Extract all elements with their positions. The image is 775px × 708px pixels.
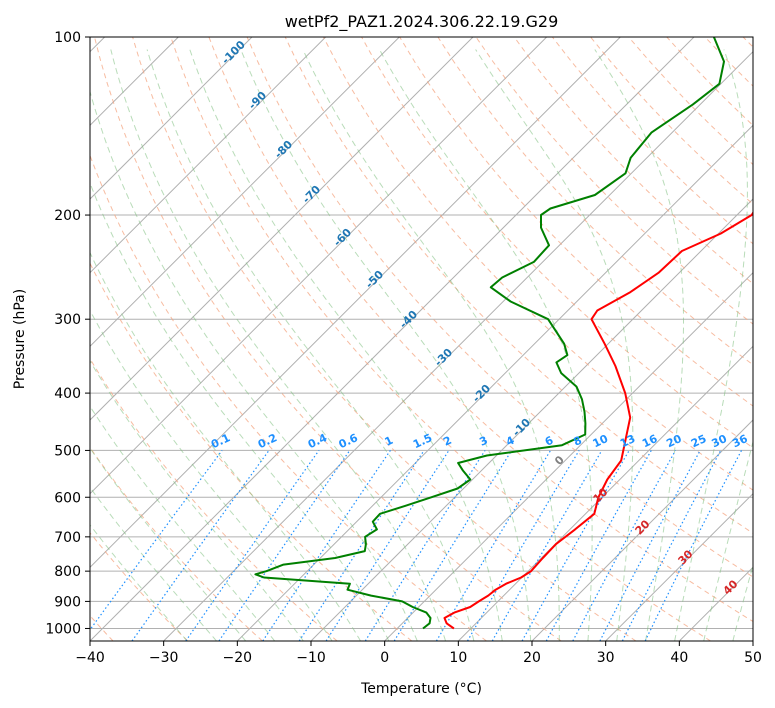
moist-adiabat-line	[90, 359, 304, 641]
x-axis-ticks: −40 −30 −20 −10 0 10 20 30 40 50	[75, 641, 762, 666]
mixing-ratio-line	[572, 450, 677, 641]
mixing-ratio-label: 16	[640, 432, 660, 450]
plot-area: 0.1 0.2 0.4 0.6 1 1.5 2 3 4 6 8 10 13 16 20 25 30 36-100-…	[90, 37, 753, 641]
skewed-isotherms	[90, 37, 753, 641]
y-tick-label: 600	[54, 490, 81, 506]
isotherm-line	[163, 50, 753, 641]
moist-adiabat-line	[475, 49, 634, 641]
isotherm-line	[90, 37, 474, 421]
y-tick-label: 900	[54, 594, 81, 610]
y-tick-label: 300	[54, 312, 81, 328]
y-tick-label: 500	[54, 443, 81, 459]
moist-adiabat-line	[594, 49, 684, 641]
mixing-ratio-line	[90, 450, 223, 631]
moist-adiabat-line	[146, 49, 475, 641]
mixing-ratio-line	[545, 450, 652, 641]
x-axis-label: Temperature (°C)	[360, 681, 482, 697]
isotherm-line	[90, 37, 327, 274]
mixing-ratio-line	[185, 450, 320, 641]
x-tick-label: 50	[744, 650, 762, 666]
dry-adiabat-line	[246, 37, 753, 578]
isotherm-line	[90, 37, 548, 495]
dry-adiabat-line	[399, 37, 753, 407]
dry-adiabat-line	[132, 37, 637, 641]
mixing-ratio-line	[325, 450, 450, 641]
x-tick-label: 10	[449, 650, 467, 666]
moist-adiabat-line	[90, 447, 247, 641]
dry-adiabat-line	[208, 37, 753, 623]
dry-adiabat-line	[90, 446, 263, 641]
isobar-gridlines	[90, 37, 753, 629]
x-tick-label: −30	[149, 650, 179, 666]
dry-adiabat-line	[90, 154, 487, 641]
mixing-ratio-label: 30	[710, 432, 730, 450]
mixing-ratio-label: 20	[664, 432, 684, 450]
y-tick-label: 1000	[45, 621, 81, 637]
x-tick-label: −40	[75, 650, 105, 666]
moist-adiabat-line	[674, 49, 748, 641]
moist-adiabat-line	[90, 251, 362, 641]
moist-adiabat-line	[90, 89, 418, 641]
moist-adiabat-line	[90, 486, 217, 641]
dry-adiabat-line	[513, 37, 753, 285]
x-tick-label: 30	[597, 650, 615, 666]
mixing-ratio-line	[218, 450, 351, 641]
y-tick-label: 400	[54, 386, 81, 402]
x-tick-label: −20	[223, 650, 253, 666]
moist-adiabat-line	[703, 439, 753, 641]
dry-adiabat-line	[437, 37, 753, 366]
mixing-ratio-label: 10	[591, 432, 611, 450]
mixing-ratio-label: 13	[618, 432, 637, 450]
mixing-ratio-line	[393, 450, 513, 641]
y-tick-label: 700	[54, 530, 81, 546]
mixing-ratio-label: 25	[689, 432, 708, 450]
x-tick-label: 40	[670, 650, 688, 666]
temperature-profile-line	[443, 210, 753, 630]
x-tick-label: −10	[296, 650, 326, 666]
dewpoint-profile-line	[254, 37, 725, 630]
y-tick-label: 200	[54, 208, 81, 224]
mixing-ratio-line	[521, 450, 630, 641]
mixing-ratio-line	[298, 450, 425, 641]
isotherm-line	[90, 37, 400, 348]
moist-adiabat-line	[90, 309, 333, 641]
mixing-ratio-line	[262, 450, 391, 641]
dry-adiabat-line	[170, 37, 711, 641]
dry-adiabat-line	[94, 37, 562, 641]
y-axis-ticks: 100 200 300 400 500 600 700 800 900 1000	[45, 30, 90, 637]
plot-frame	[89, 36, 754, 642]
isotherm-line	[531, 419, 753, 641]
mixing-ratio-line	[621, 450, 722, 641]
moist-adiabat-line	[379, 49, 593, 641]
y-tick-label: 800	[54, 564, 81, 580]
moist-adiabat-line	[189, 49, 503, 641]
isotherm-line	[236, 124, 753, 641]
x-tick-label: 20	[523, 650, 541, 666]
mixing-ratio-line	[644, 450, 743, 641]
mixing-ratio-label: 36	[730, 432, 750, 450]
moist-adiabats	[90, 49, 753, 641]
moist-adiabat-line	[90, 524, 188, 641]
mixing-ratio-lines	[90, 450, 743, 641]
isotherm-line	[605, 492, 753, 641]
y-tick-label: 100	[54, 30, 81, 46]
moist-adiabat-line	[90, 405, 276, 641]
isotherm-line	[90, 37, 621, 569]
isotherm-line	[457, 345, 753, 641]
chart-title: wetPf2_PAZ1.2024.306.22.19.G29	[285, 12, 559, 32]
mixing-ratio-line	[131, 450, 270, 641]
y-axis-label: Pressure (hPa)	[12, 289, 28, 389]
profile-series	[254, 37, 753, 630]
x-tick-label: 0	[380, 650, 389, 666]
moist-adiabat-line	[302, 49, 560, 641]
dry-adiabat-line	[284, 37, 753, 534]
isotherm-line	[384, 271, 753, 641]
dry-adiabat-line	[90, 357, 338, 641]
isotherm-line	[90, 37, 253, 200]
moist-adiabat-line	[240, 49, 532, 641]
dry-adiabat-line	[90, 531, 189, 641]
moist-adiabat-line	[732, 563, 753, 641]
